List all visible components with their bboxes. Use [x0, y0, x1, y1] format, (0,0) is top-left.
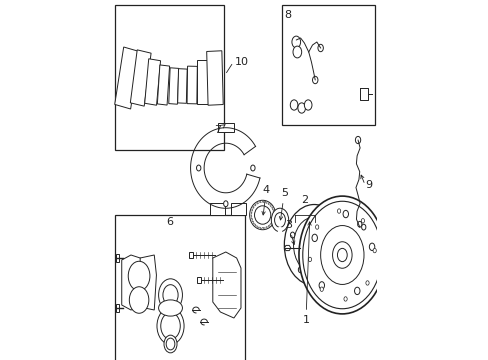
Text: 2: 2 [301, 195, 308, 205]
Polygon shape [122, 255, 145, 310]
Circle shape [163, 285, 178, 305]
Ellipse shape [254, 206, 270, 224]
Circle shape [317, 44, 323, 52]
Circle shape [284, 204, 343, 285]
Circle shape [274, 213, 285, 228]
Circle shape [343, 297, 346, 301]
Circle shape [302, 201, 381, 309]
Circle shape [124, 85, 130, 93]
Polygon shape [130, 50, 151, 106]
Bar [281, 5, 375, 125]
Text: 5: 5 [279, 188, 287, 220]
Circle shape [319, 282, 324, 289]
Circle shape [355, 136, 360, 144]
Circle shape [302, 229, 325, 261]
Circle shape [361, 224, 365, 230]
Circle shape [354, 287, 359, 294]
Circle shape [337, 248, 346, 262]
Circle shape [158, 279, 182, 311]
Polygon shape [197, 60, 208, 104]
Circle shape [361, 219, 364, 223]
Circle shape [223, 201, 227, 207]
Polygon shape [144, 59, 160, 105]
Circle shape [308, 238, 319, 252]
Circle shape [332, 242, 351, 268]
Circle shape [166, 338, 175, 350]
Bar [197, 277, 201, 283]
Circle shape [311, 234, 317, 242]
Polygon shape [140, 255, 156, 310]
Bar [116, 254, 119, 262]
Bar [231, 203, 246, 215]
Circle shape [337, 209, 340, 213]
Circle shape [298, 267, 302, 273]
Circle shape [290, 232, 294, 238]
Bar [209, 203, 224, 215]
Circle shape [201, 87, 205, 93]
Text: 4: 4 [262, 185, 269, 215]
Wedge shape [278, 227, 281, 233]
Circle shape [250, 165, 255, 171]
Bar [115, 5, 223, 150]
Circle shape [172, 90, 175, 95]
Ellipse shape [158, 300, 182, 316]
Circle shape [290, 100, 297, 110]
Circle shape [308, 257, 311, 262]
Circle shape [365, 281, 368, 285]
Bar [116, 304, 119, 312]
Polygon shape [115, 47, 139, 109]
Circle shape [343, 210, 348, 218]
Text: 10: 10 [234, 57, 248, 67]
Circle shape [293, 217, 334, 273]
Polygon shape [187, 66, 197, 104]
Text: 6: 6 [166, 217, 173, 227]
Text: 7: 7 [214, 125, 224, 135]
Circle shape [292, 46, 301, 58]
Polygon shape [212, 252, 241, 318]
Polygon shape [177, 69, 187, 103]
Circle shape [128, 261, 150, 291]
Circle shape [157, 307, 183, 345]
Circle shape [297, 103, 305, 113]
Polygon shape [284, 246, 290, 251]
Circle shape [291, 36, 300, 48]
Text: 1: 1 [302, 222, 310, 325]
Bar [217, 123, 233, 132]
Circle shape [333, 233, 337, 239]
Circle shape [298, 196, 385, 314]
Circle shape [325, 267, 329, 273]
Circle shape [196, 165, 201, 171]
Circle shape [357, 221, 361, 227]
Bar [115, 215, 244, 360]
Text: 8: 8 [284, 10, 291, 20]
Circle shape [320, 287, 323, 291]
Text: 3: 3 [285, 220, 294, 244]
Circle shape [372, 248, 376, 253]
Bar [188, 252, 193, 258]
Circle shape [320, 226, 363, 284]
Circle shape [312, 76, 317, 84]
Ellipse shape [249, 200, 275, 230]
Circle shape [315, 225, 318, 229]
Circle shape [129, 287, 148, 313]
Circle shape [161, 313, 180, 339]
Circle shape [163, 335, 177, 353]
Circle shape [271, 208, 288, 232]
Circle shape [212, 84, 217, 91]
Circle shape [150, 87, 155, 93]
Circle shape [368, 243, 374, 251]
Text: 9: 9 [365, 180, 372, 190]
Polygon shape [206, 51, 223, 105]
Circle shape [312, 211, 316, 217]
Polygon shape [157, 65, 169, 105]
Circle shape [304, 100, 311, 110]
Polygon shape [168, 68, 179, 104]
